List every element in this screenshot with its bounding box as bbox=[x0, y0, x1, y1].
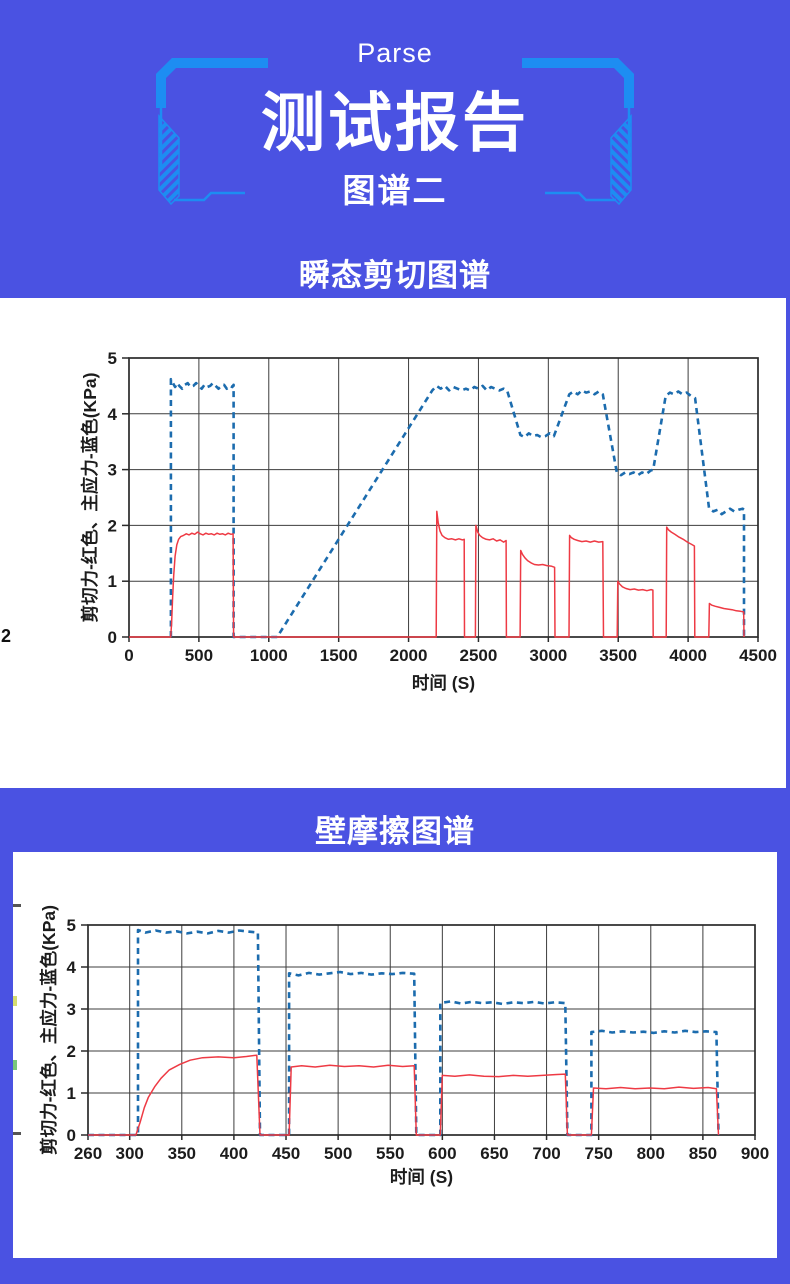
svg-text:2: 2 bbox=[67, 1042, 76, 1061]
svg-text:1: 1 bbox=[67, 1084, 76, 1103]
svg-text:4500: 4500 bbox=[739, 646, 777, 665]
svg-text:5: 5 bbox=[108, 349, 117, 368]
svg-text:2: 2 bbox=[108, 516, 117, 535]
svg-text:剪切力-红色、主应力-蓝色(KPa): 剪切力-红色、主应力-蓝色(KPa) bbox=[80, 373, 100, 623]
svg-text:1: 1 bbox=[108, 572, 117, 591]
cropped-axis-artifact bbox=[13, 996, 17, 1006]
svg-text:450: 450 bbox=[272, 1144, 300, 1163]
wall-friction-chart-panel: 260 300 350 400 450 500 550 600 650 700 750 800 850 9… bbox=[13, 852, 777, 1258]
stray-edge-label: 2 bbox=[1, 626, 12, 646]
corner-bracket-left-icon bbox=[156, 58, 268, 206]
svg-text:550: 550 bbox=[376, 1144, 404, 1163]
svg-text:500: 500 bbox=[324, 1144, 352, 1163]
transient-shear-chart-panel: 0 500 1000 1500 2000 2500 3000 3500 4000 4500 0 1 2 3… bbox=[0, 298, 786, 788]
brand-text: Parse bbox=[357, 38, 433, 68]
section-heading-wall-friction: 壁摩擦图谱 bbox=[315, 814, 475, 849]
svg-text:3: 3 bbox=[67, 1000, 76, 1019]
wall-friction-chart-canvas: 260 300 350 400 450 500 550 600 650 700 750 800 850 9… bbox=[39, 905, 769, 1187]
svg-text:3500: 3500 bbox=[599, 646, 637, 665]
svg-text:260: 260 bbox=[74, 1144, 102, 1163]
page-subtitle: 图谱二 bbox=[342, 172, 448, 209]
svg-text:4: 4 bbox=[108, 405, 118, 424]
svg-text:5: 5 bbox=[67, 916, 76, 935]
cropped-axis-artifact bbox=[13, 1060, 17, 1070]
page-title: 测试报告 bbox=[261, 87, 529, 159]
corner-bracket-right-icon bbox=[522, 58, 634, 206]
section-heading-transient-shear: 瞬态剪切图谱 bbox=[299, 258, 491, 293]
svg-text:850: 850 bbox=[689, 1144, 717, 1163]
svg-text:700: 700 bbox=[532, 1144, 560, 1163]
svg-text:剪切力-红色、主应力-蓝色(KPa): 剪切力-红色、主应力-蓝色(KPa) bbox=[39, 905, 59, 1155]
svg-text:4000: 4000 bbox=[669, 646, 707, 665]
svg-text:1000: 1000 bbox=[250, 646, 288, 665]
svg-text:0: 0 bbox=[108, 628, 117, 647]
svg-text:350: 350 bbox=[168, 1144, 196, 1163]
svg-text:300: 300 bbox=[116, 1144, 144, 1163]
svg-text:2500: 2500 bbox=[460, 646, 498, 665]
svg-text:时间 (S): 时间 (S) bbox=[390, 1167, 453, 1187]
svg-text:0: 0 bbox=[124, 646, 133, 665]
svg-text:800: 800 bbox=[637, 1144, 665, 1163]
cropped-axis-artifact bbox=[13, 904, 21, 907]
cropped-axis-artifact bbox=[13, 1132, 21, 1135]
svg-text:900: 900 bbox=[741, 1144, 769, 1163]
svg-text:3000: 3000 bbox=[529, 646, 567, 665]
svg-text:4: 4 bbox=[67, 958, 77, 977]
svg-text:0: 0 bbox=[67, 1126, 76, 1145]
transient-shear-chart-canvas: 0 500 1000 1500 2000 2500 3000 3500 4000 4500 0 1 2 3… bbox=[80, 349, 777, 693]
svg-text:时间 (S): 时间 (S) bbox=[412, 673, 475, 693]
svg-text:2000: 2000 bbox=[390, 646, 428, 665]
svg-text:600: 600 bbox=[428, 1144, 456, 1163]
svg-text:1500: 1500 bbox=[320, 646, 358, 665]
svg-text:750: 750 bbox=[584, 1144, 612, 1163]
svg-text:650: 650 bbox=[480, 1144, 508, 1163]
svg-text:500: 500 bbox=[185, 646, 213, 665]
svg-text:400: 400 bbox=[220, 1144, 248, 1163]
svg-text:3: 3 bbox=[108, 461, 117, 480]
